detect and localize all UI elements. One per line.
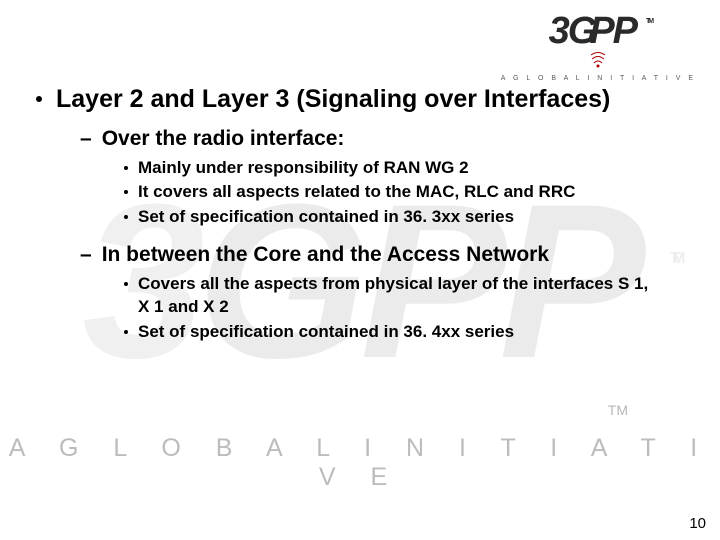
bullet-level3: Set of specification contained in 36. 4x… <box>124 321 660 344</box>
footer-tagline: A G L O B A L I N I T I A T I V E <box>0 434 720 492</box>
bullet-dot-icon <box>124 166 128 170</box>
dash-icon: – <box>80 125 92 152</box>
bullet-dot-icon <box>124 282 128 286</box>
sub1-item2: Set of specification contained in 36. 3x… <box>138 206 514 229</box>
l1-text: Layer 2 and Layer 3 (Signaling over Inte… <box>56 84 610 115</box>
bullet-dot-icon <box>124 330 128 334</box>
bullet-level3: Set of specification contained in 36. 3x… <box>124 206 660 229</box>
bullet-level2: – Over the radio interface: <box>80 125 660 152</box>
slide-content: Layer 2 and Layer 3 (Signaling over Inte… <box>32 84 660 343</box>
bullet-dot-icon <box>124 215 128 219</box>
bullet-level3: Covers all the aspects from physical lay… <box>124 273 660 319</box>
bullet-level3: It covers all aspects related to the MAC… <box>124 181 660 204</box>
watermark-tm: TM <box>670 252 677 266</box>
mid-tm-mark: TM <box>608 402 628 418</box>
bullet-dot-icon <box>36 96 42 102</box>
sub2-item1: Set of specification contained in 36. 4x… <box>138 321 514 344</box>
logo-tagline: A G L O B A L I N I T I A T I V E <box>501 75 696 82</box>
sub2-item0: Covers all the aspects from physical lay… <box>138 273 660 319</box>
sub2-title: In between the Core and the Access Netwo… <box>102 241 549 268</box>
bullet-level1: Layer 2 and Layer 3 (Signaling over Inte… <box>36 84 660 115</box>
bullet-level2: – In between the Core and the Access Net… <box>80 241 660 268</box>
bullet-dot-icon <box>124 190 128 194</box>
logo-tm: TM <box>646 18 652 25</box>
logo-right: PP <box>589 10 636 52</box>
dash-icon: – <box>80 241 92 268</box>
page-number: 10 <box>689 515 706 532</box>
sub1-title: Over the radio interface: <box>102 125 345 152</box>
sub1-item1: It covers all aspects related to the MAC… <box>138 181 575 204</box>
bullet-level3: Mainly under responsibility of RAN WG 2 <box>124 157 660 180</box>
wave-icon <box>588 52 608 68</box>
corner-logo: 3GPPTM A G L O B A L I N I T I A T I V E <box>501 12 696 82</box>
sub1-item0: Mainly under responsibility of RAN WG 2 <box>138 157 469 180</box>
